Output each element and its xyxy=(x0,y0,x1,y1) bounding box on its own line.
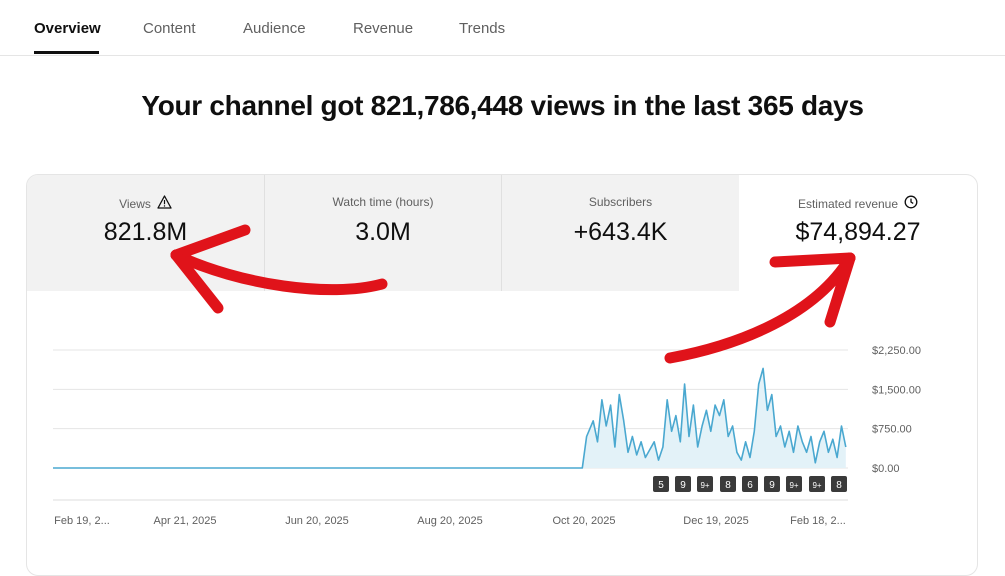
metric-value: 821.8M xyxy=(103,218,188,246)
metric-divider xyxy=(501,175,502,291)
metric-value: +643.4K xyxy=(573,218,668,246)
metric-value: 3.0M xyxy=(355,218,411,246)
metric-label: Estimated revenue xyxy=(797,196,899,211)
clock-icon xyxy=(904,195,918,212)
warning-icon xyxy=(157,195,172,212)
page-title: Your channel got 821,786,448 views in th… xyxy=(141,90,864,121)
metric-watch-time[interactable]: Watch time (hours) 3.0M xyxy=(265,175,501,291)
tab-overview[interactable]: Overview xyxy=(34,20,101,37)
metric-label: Views xyxy=(119,196,151,211)
metric-estimated-revenue[interactable]: Estimated revenue $74,894.27 xyxy=(739,175,977,291)
tab-revenue[interactable]: Revenue xyxy=(353,20,414,37)
tab-trends[interactable]: Trends xyxy=(459,20,506,37)
metric-subscribers[interactable]: Subscribers +643.4K xyxy=(502,175,739,291)
tab-content[interactable]: Content xyxy=(143,20,196,37)
metric-value: $74,894.27 xyxy=(795,218,921,246)
active-tab-indicator xyxy=(34,51,99,54)
metric-label: Subscribers xyxy=(588,195,653,209)
tab-audience[interactable]: Audience xyxy=(243,20,306,37)
metric-label: Watch time (hours) xyxy=(332,195,434,209)
metric-divider xyxy=(264,175,265,291)
metric-views[interactable]: Views 821.8M xyxy=(27,175,264,291)
analytics-tabs: Overview Content Audience Revenue Trends xyxy=(0,0,1005,56)
overview-card: Views 821.8M Watch time (hours) 3.0M Sub… xyxy=(26,174,978,576)
